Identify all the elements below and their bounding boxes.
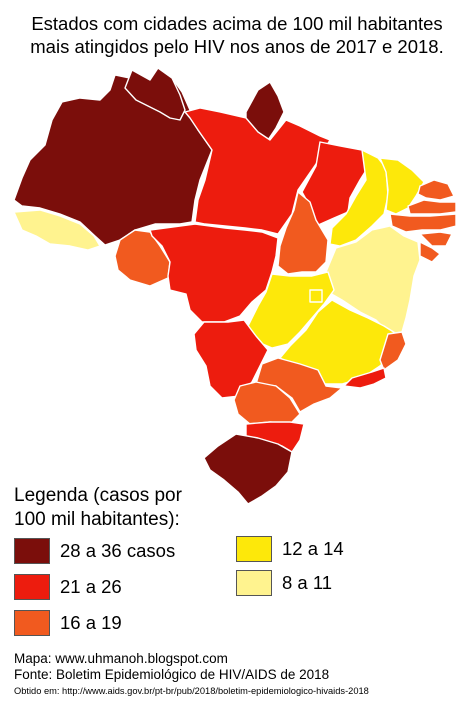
map-title-line-2: mais atingidos pelo HIV nos anos de 2017… [30,36,444,57]
legend-item-16-19: 16 a 19 [14,610,122,636]
state-rr [124,67,186,121]
legend-item-8-11: 8 a 11 [236,570,332,596]
state-pe [389,213,457,233]
state-to [277,191,329,275]
legend-swatch-light-yellow [236,570,272,596]
legend-title-line-1: Legenda (casos por [14,485,182,506]
legend-label: 28 a 36 casos [60,540,176,561]
state-rs [203,433,293,505]
legend-item-28-36: 28 a 36 casos [14,538,175,564]
map-credit: Mapa: www.uhmanoh.blogspot.com [14,651,228,666]
legend-title-line-2: 100 mil habitantes): [14,509,180,530]
legend-title: Legenda (casos por 100 mil habitantes): [14,484,182,532]
state-mt [149,223,279,323]
legend-label: 21 a 26 [60,576,122,597]
state-ba [325,225,421,335]
legend-label: 8 a 11 [282,572,333,593]
data-source: Fonte: Boletim Epidemiológico de HIV/AID… [14,667,330,682]
state-al [419,231,453,247]
legend-label: 12 a 14 [282,538,344,559]
state-es [379,331,407,371]
legend-swatch-dark-red [14,538,50,564]
source-credits: Mapa: www.uhmanoh.blogspot.com Fonte: Bo… [14,651,369,698]
legend-swatch-orange [14,610,50,636]
state-ac [13,209,101,251]
state-pb [407,199,457,215]
map-title: Estados com cidades acima de 100 mil hab… [0,12,474,58]
legend-swatch-yellow [236,536,272,562]
legend-swatch-red [14,574,50,600]
state-df [309,289,323,303]
state-rn [417,179,455,201]
legend-item-12-14: 12 a 14 [236,536,344,562]
map-title-line-1: Estados com cidades acima de 100 mil hab… [31,13,443,34]
obtained-from: Obtido em: http://www.aids.gov.br/pt-br/… [14,686,369,696]
legend-label: 16 a 19 [60,612,122,633]
state-rj [343,367,387,389]
legend-item-21-26: 21 a 26 [14,574,122,600]
